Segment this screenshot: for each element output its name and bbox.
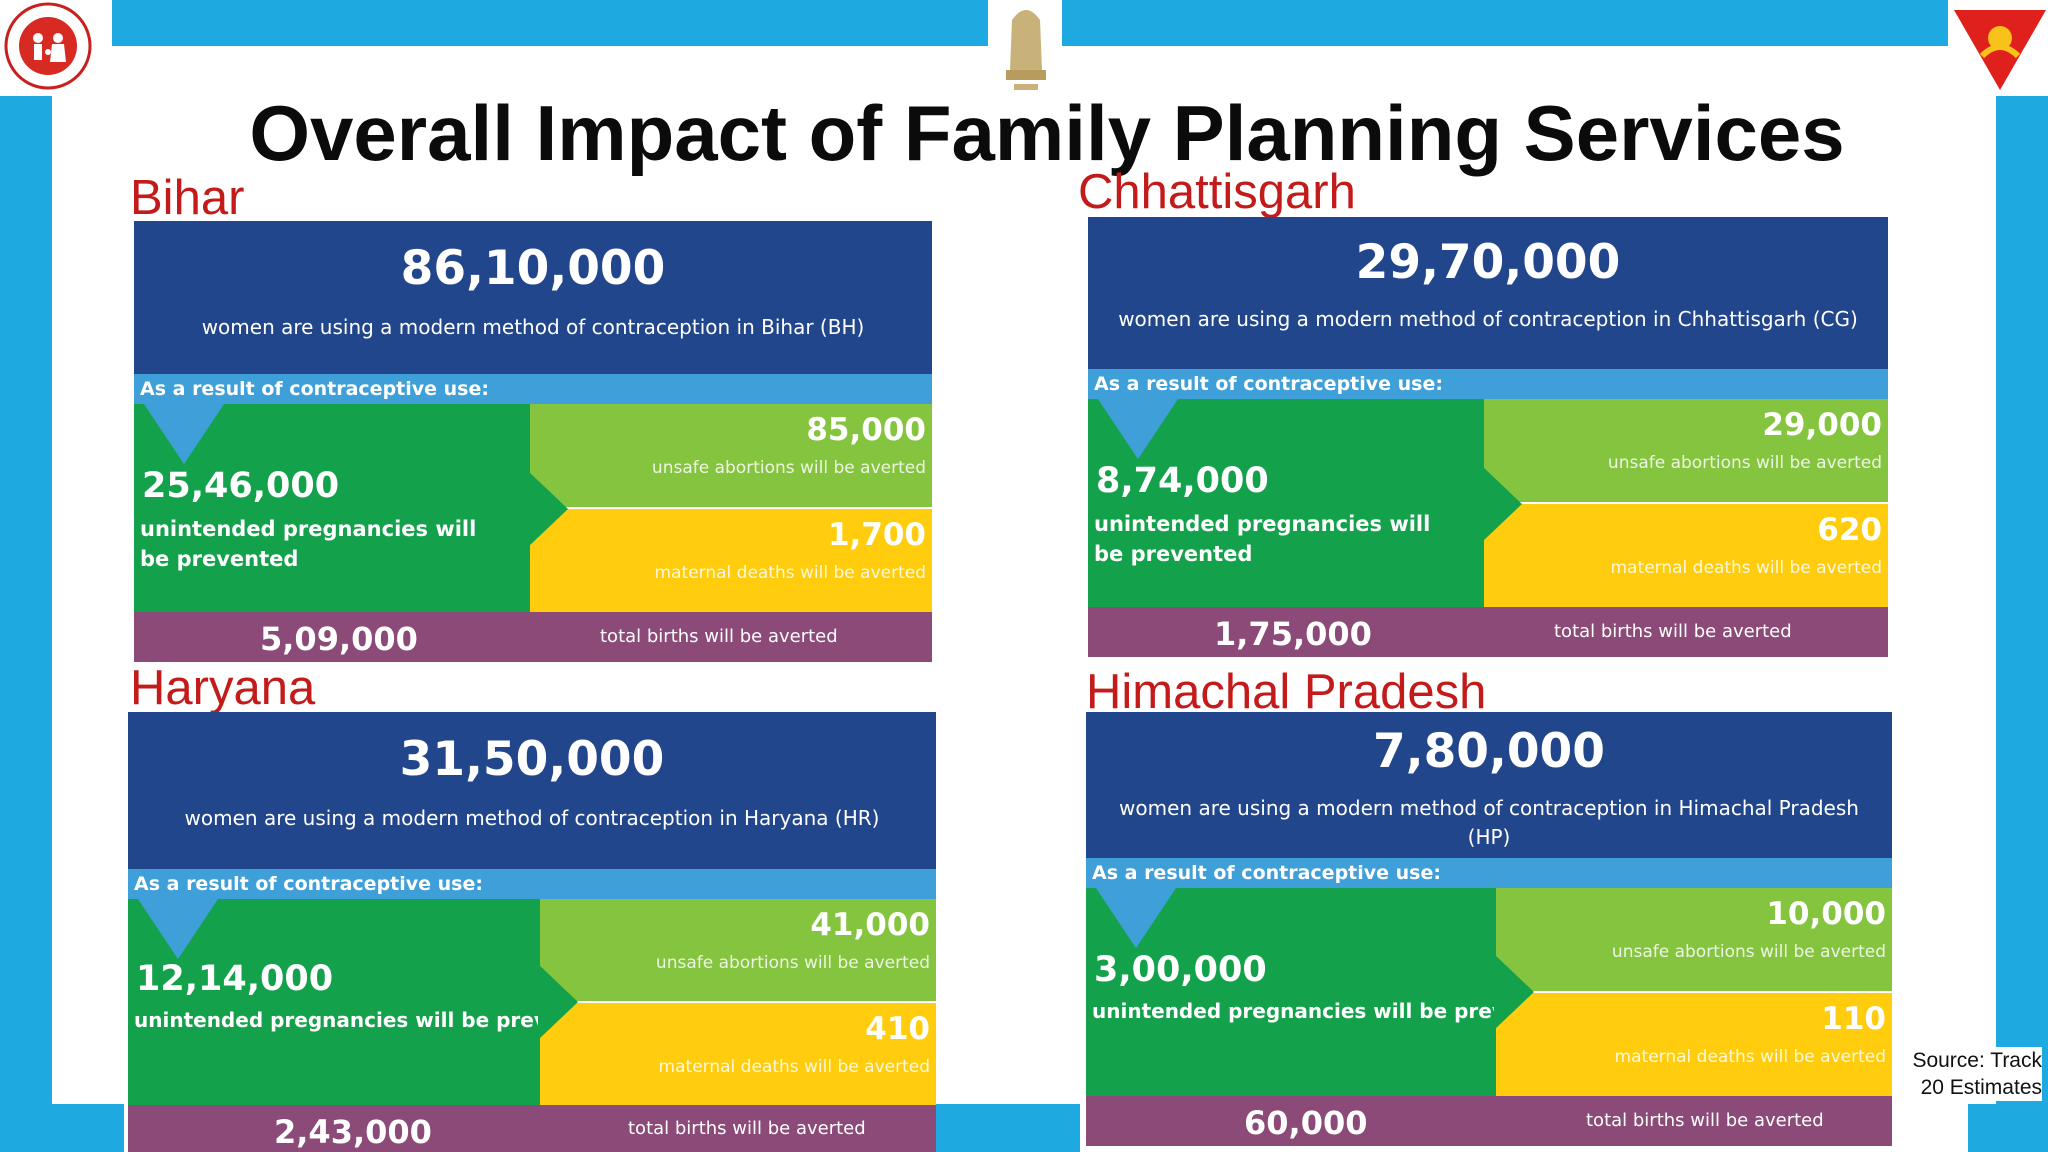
users-text: women are using a modern method of contr… <box>1118 307 1858 331</box>
abortions-value: 85,000 <box>806 412 926 448</box>
abortions-text: unsafe abortions will be averted <box>1607 453 1882 473</box>
deaths-value: 410 <box>865 1011 930 1047</box>
deaths-value: 110 <box>1821 1001 1886 1037</box>
pregnancies-text: unintended pregnancies will be prevented <box>1092 999 1571 1023</box>
bottom-band-left <box>0 1104 124 1152</box>
result-label: As a result of contraceptive use: <box>128 869 936 899</box>
abortions-text: unsafe abortions will be averted <box>1611 942 1886 962</box>
births-value: 2,43,000 <box>274 1113 432 1151</box>
deaths-text: maternal deaths will be averted <box>1614 1047 1886 1067</box>
abortions-value: 29,000 <box>1762 407 1882 443</box>
bottom-band-mid <box>936 1104 1080 1152</box>
births-value: 5,09,000 <box>260 620 418 658</box>
pregnancies-block: 12,14,000 unintended pregnancies will be… <box>128 899 612 1105</box>
pregnancies-block: 8,74,000 unintended pregnancies will be … <box>1088 399 1484 607</box>
users-text: women are using a modern method of contr… <box>1119 796 1859 849</box>
result-label: As a result of contraceptive use: <box>1086 858 1892 888</box>
pregnancies-text: unintended pregnancies will be prevented <box>140 517 477 571</box>
births-block: 2,43,000 total births will be averted <box>128 1105 936 1152</box>
result-label: As a result of contraceptive use: <box>1088 369 1888 399</box>
source-line-2: 20 Estimates <box>1920 1076 2042 1099</box>
abortions-block: 29,000 unsafe abortions will be averted <box>1484 399 1888 502</box>
arrow-down-icon <box>1096 888 1176 948</box>
infographic-card-himachal: 7,80,000 women are using a modern method… <box>1086 712 1892 1146</box>
users-value: 7,80,000 <box>1373 724 1605 779</box>
users-block: 86,10,000 women are using a modern metho… <box>134 221 932 374</box>
right-band <box>1996 96 2048 1106</box>
infographic-card-haryana: 31,50,000 women are using a modern metho… <box>128 712 936 1152</box>
abortions-value: 41,000 <box>810 907 930 943</box>
users-block: 29,70,000 women are using a modern metho… <box>1088 217 1888 369</box>
abortions-text: unsafe abortions will be averted <box>651 458 926 478</box>
abortions-text: unsafe abortions will be averted <box>655 953 930 973</box>
users-block: 31,50,000 women are using a modern metho… <box>128 712 936 869</box>
deaths-value: 1,700 <box>827 517 926 553</box>
pregnancies-block: 25,46,000 unintended pregnancies will be… <box>134 404 530 612</box>
deaths-text: maternal deaths will be averted <box>654 563 926 583</box>
births-block: 5,09,000 total births will be averted <box>134 612 932 662</box>
source-note: Source: Track 20 Estimates <box>1912 1047 2042 1101</box>
abortions-block: 85,000 unsafe abortions will be averted <box>530 404 932 507</box>
state-label-himachal: Himachal Pradesh <box>1086 665 1487 719</box>
deaths-value: 620 <box>1817 512 1882 548</box>
pregnancies-text: unintended pregnancies will be prevented <box>1094 512 1431 566</box>
state-label-haryana: Haryana <box>130 661 316 715</box>
births-block: 60,000 total births will be averted <box>1086 1096 1892 1146</box>
top-band-right <box>1062 0 1948 46</box>
users-text: women are using a modern method of contr… <box>201 315 865 339</box>
pregnancies-value: 8,74,000 <box>1096 461 1269 501</box>
pregnancies-value: 3,00,000 <box>1094 950 1267 990</box>
deaths-block: 620 maternal deaths will be averted <box>1484 504 1888 607</box>
deaths-block: 410 maternal deaths will be averted <box>540 1003 936 1105</box>
births-text: total births will be averted <box>600 626 838 647</box>
arrow-down-icon <box>1098 399 1178 459</box>
births-text: total births will be averted <box>1586 1110 1824 1131</box>
arrow-right-icon <box>538 964 578 1040</box>
top-band-left <box>112 0 988 46</box>
page-title: Overall Impact of Family Planning Servic… <box>249 89 1845 177</box>
result-label: As a result of contraceptive use: <box>134 374 932 404</box>
abortions-value: 10,000 <box>1766 896 1886 932</box>
deaths-text: maternal deaths will be averted <box>1610 558 1882 578</box>
arrow-right-icon <box>528 471 568 547</box>
left-band <box>0 96 52 1106</box>
arrow-down-icon <box>144 404 224 464</box>
users-text: women are using a modern method of contr… <box>184 806 880 830</box>
deaths-block: 1,700 maternal deaths will be averted <box>530 509 932 612</box>
users-value: 31,50,000 <box>399 732 665 787</box>
users-value: 29,70,000 <box>1355 235 1621 290</box>
arrow-right-icon <box>1482 466 1522 542</box>
bottom-band-right <box>1968 1104 2048 1152</box>
state-label-bihar: Bihar <box>130 171 245 225</box>
abortions-block: 41,000 unsafe abortions will be averted <box>540 899 936 1001</box>
births-value: 60,000 <box>1244 1104 1368 1142</box>
users-block: 7,80,000 women are using a modern method… <box>1086 712 1892 858</box>
infographic-card-bihar: 86,10,000 women are using a modern metho… <box>134 221 932 662</box>
users-value: 86,10,000 <box>400 241 666 296</box>
deaths-block: 110 maternal deaths will be averted <box>1496 993 1892 1096</box>
national-emblem <box>1006 10 1046 90</box>
state-label-chhattisgarh: Chhattisgarh <box>1078 165 1356 219</box>
births-text: total births will be averted <box>1554 621 1792 642</box>
arrow-right-icon <box>1494 954 1534 1030</box>
pregnancies-text: unintended pregnancies will be prevented <box>134 1008 613 1032</box>
deaths-text: maternal deaths will be averted <box>658 1057 930 1077</box>
births-value: 1,75,000 <box>1214 615 1372 653</box>
nhm-logo <box>4 2 92 90</box>
pregnancies-value: 25,46,000 <box>142 466 340 506</box>
infographic-card-chhattisgarh: 29,70,000 women are using a modern metho… <box>1088 217 1888 657</box>
births-text: total births will be averted <box>628 1118 866 1139</box>
births-block: 1,75,000 total births will be averted <box>1088 607 1888 657</box>
family-planning-logo <box>1954 10 2046 90</box>
source-line-1: Source: Track <box>1912 1049 2042 1072</box>
arrow-down-icon <box>138 899 218 959</box>
pregnancies-block: 3,00,000 unintended pregnancies will be … <box>1086 888 1570 1096</box>
abortions-block: 10,000 unsafe abortions will be averted <box>1496 888 1892 991</box>
pregnancies-value: 12,14,000 <box>136 959 334 999</box>
